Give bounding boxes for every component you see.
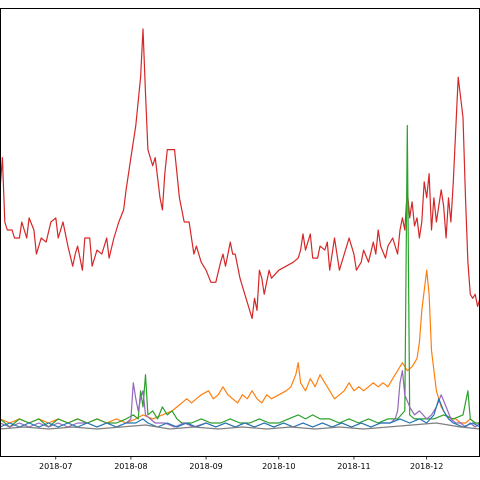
series-line-2 (0, 269, 480, 424)
series-line-6 (0, 422, 480, 430)
x-tick-label: 2018-07 (39, 462, 72, 471)
x-axis: 2018-07 2018-08 2018-09 2018-10 2018-11 2018-… (39, 456, 443, 471)
x-tick-label: 2018-09 (189, 462, 222, 471)
series-line-5 (0, 398, 480, 428)
series-line-3 (0, 124, 480, 428)
series-layer (0, 28, 480, 430)
x-tick-label: 2018-08 (114, 462, 147, 471)
x-tick-label: 2018-11 (337, 462, 370, 471)
series-line-1 (0, 28, 480, 319)
x-tick-label: 2018-10 (262, 462, 295, 471)
x-tick-label: 2018-12 (410, 462, 443, 471)
